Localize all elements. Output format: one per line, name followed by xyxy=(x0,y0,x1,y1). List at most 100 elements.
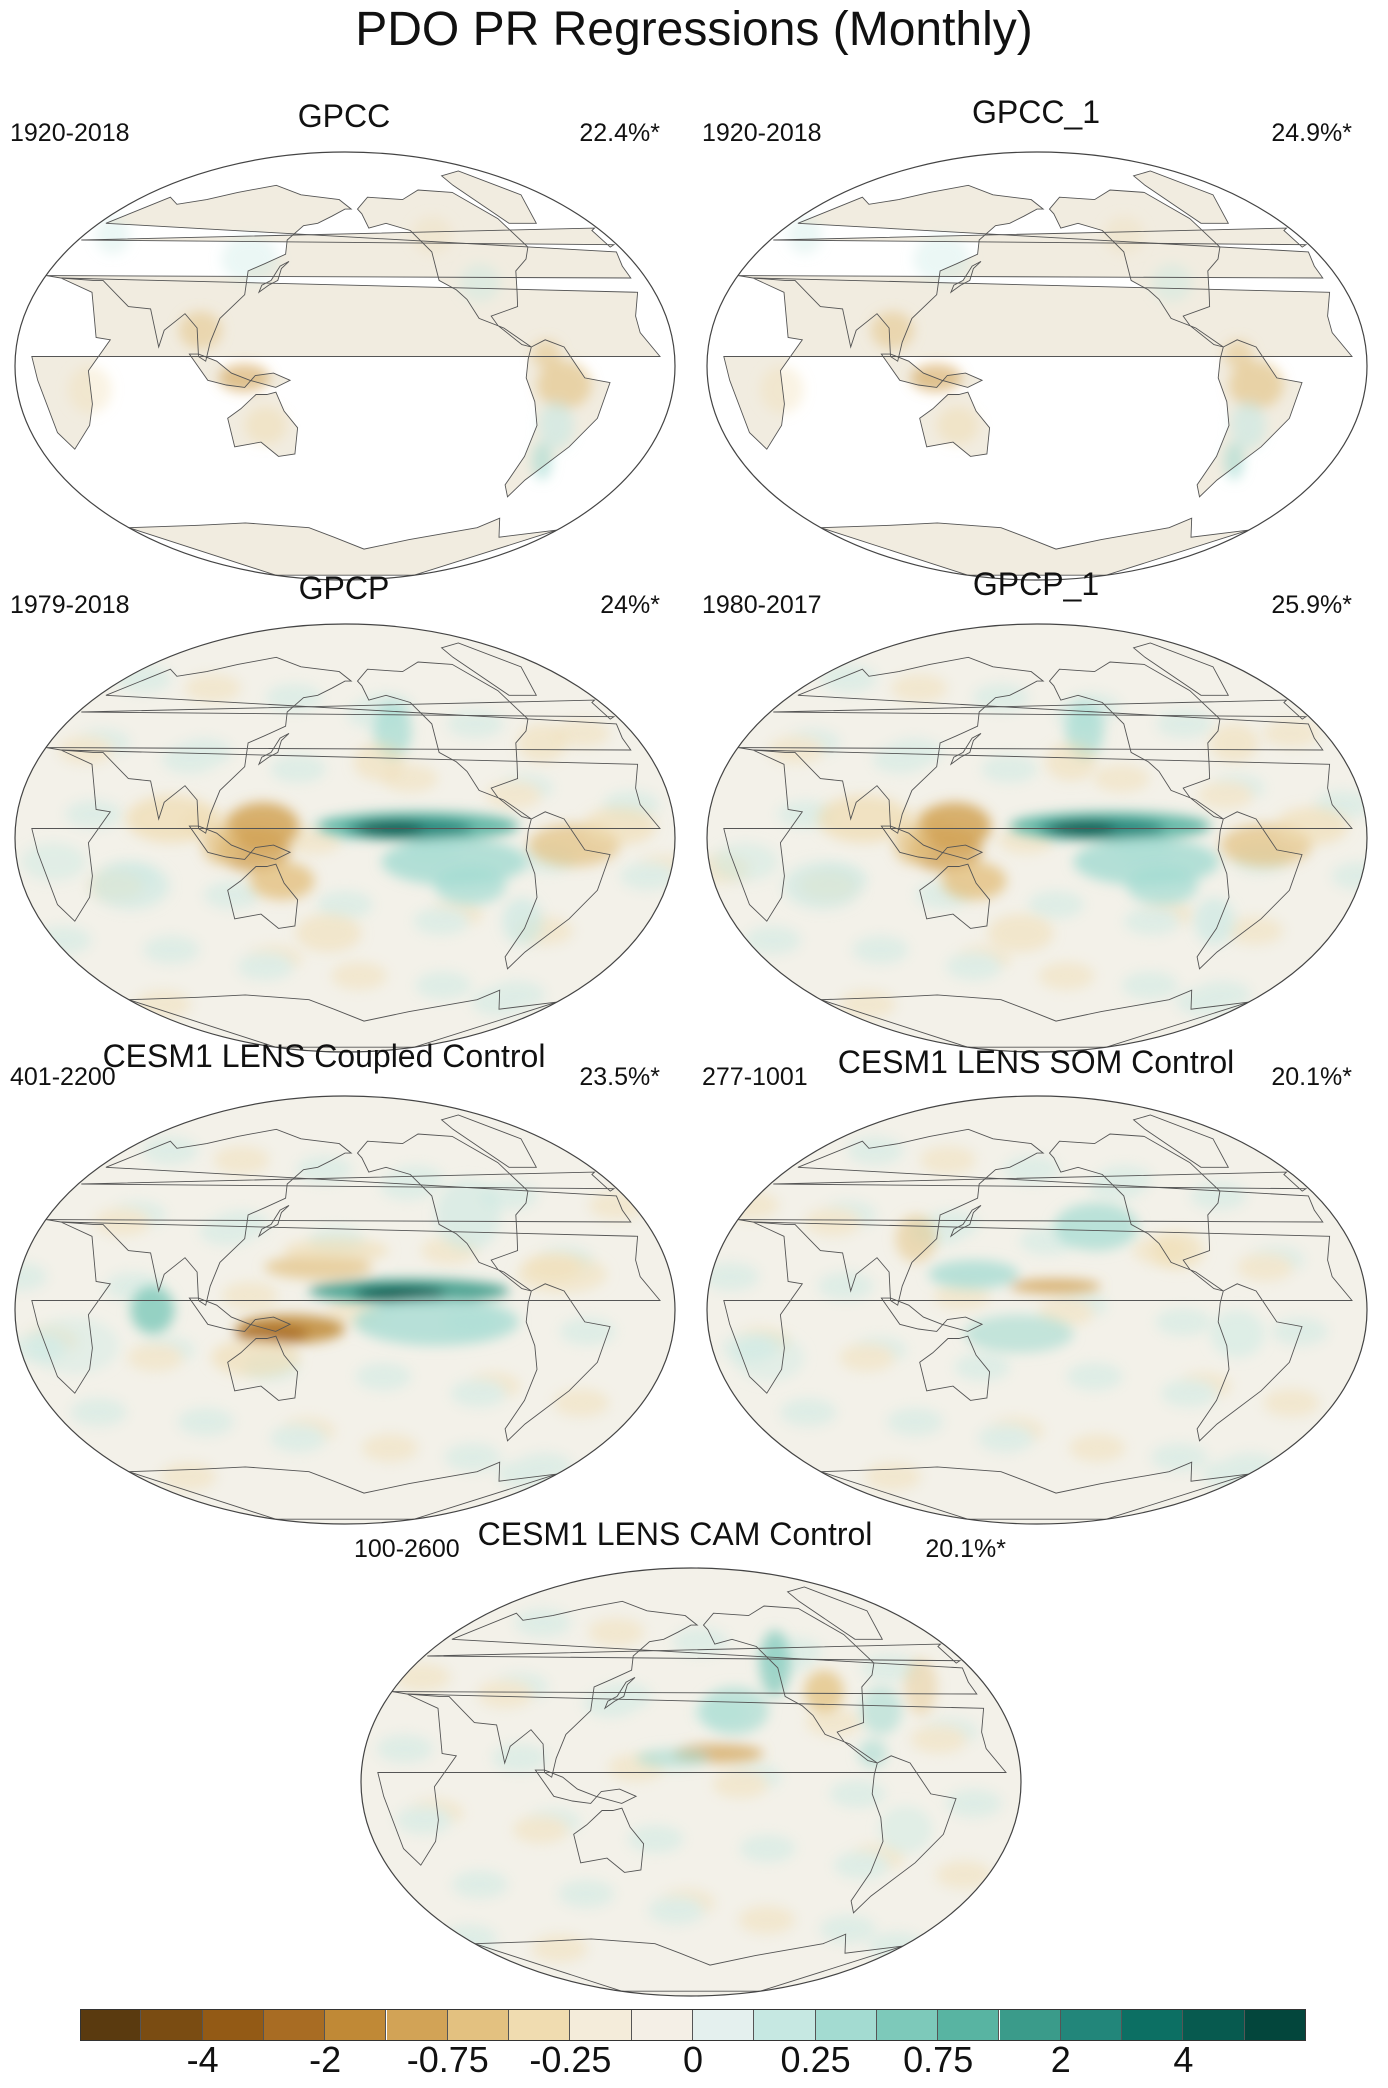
field-patch xyxy=(891,674,948,703)
coastline-eurasia xyxy=(737,1128,1324,1306)
coastline-indonesia xyxy=(188,353,292,388)
field-patch xyxy=(805,1208,862,1237)
land-anomaly xyxy=(538,401,574,450)
field-patch xyxy=(1190,1181,1247,1210)
coastline-antarctica xyxy=(474,1933,904,1992)
coastline-australia xyxy=(227,1335,299,1401)
coastline-greenland xyxy=(1132,642,1230,696)
field-patch xyxy=(497,1460,554,1489)
colorbar-box xyxy=(509,2009,571,2041)
land-anomaly xyxy=(1228,361,1284,409)
field-patch xyxy=(177,1407,234,1436)
map-panel-gpcc: GPCC 1920-2018 22.4%* xyxy=(0,84,688,584)
field-patch xyxy=(805,1708,862,1737)
field-patch xyxy=(934,1281,991,1310)
field-patch xyxy=(559,1317,616,1346)
anomaly-feature xyxy=(1274,807,1349,846)
anomaly-feature xyxy=(125,795,218,843)
coastline-northAmerica xyxy=(356,189,532,348)
field-patch xyxy=(1151,1443,1208,1472)
anomaly-feature xyxy=(783,861,862,910)
field-patch xyxy=(1197,781,1254,810)
coastline-africa xyxy=(723,277,1353,450)
field-patch xyxy=(553,1388,610,1417)
panel-title: GPCP_1 xyxy=(972,566,1100,602)
coastline-northAmerica xyxy=(356,661,532,820)
field-patch xyxy=(199,1217,256,1246)
field-patch xyxy=(160,1462,217,1491)
land-anomaly xyxy=(936,406,979,445)
anomaly-feature xyxy=(295,914,362,953)
land-anomaly xyxy=(1103,216,1145,255)
field-patch xyxy=(331,961,388,990)
coastline-uk xyxy=(81,1171,616,1192)
field-patch xyxy=(376,1734,433,1763)
colorbar-box xyxy=(938,2009,1000,2041)
panel-period: 401-2200 xyxy=(10,1063,116,1091)
map-panel-cesm1-som: CESM1 LENS SOM Control 277-1001 20.1%* xyxy=(692,1028,1380,1528)
field-patch xyxy=(847,1136,904,1165)
panel-period: 1979-2018 xyxy=(10,591,130,619)
coastline-greenland xyxy=(1132,1114,1230,1168)
anomaly-feature xyxy=(759,1629,791,1697)
map-panel-gpcp-1: GPCP_1 1980-2017 25.9%* xyxy=(692,556,1380,1056)
land-anomaly xyxy=(244,406,287,445)
map-panel-cesm1-cam: CESM1 LENS CAM Control 100-2600 20.1%* xyxy=(346,1500,1034,2000)
colorbar-label: -2 xyxy=(309,2039,342,2080)
coastline-northAmerica xyxy=(356,1133,532,1292)
coastline-indonesia xyxy=(880,353,984,388)
colorbar-box xyxy=(1060,2009,1123,2041)
colorbar-box xyxy=(386,2009,448,2041)
field-patch xyxy=(285,826,342,855)
coastline-southAmerica xyxy=(850,1755,957,1914)
coastline-indonesia xyxy=(534,1769,638,1804)
field-patch xyxy=(954,1353,1011,1382)
map-border xyxy=(706,151,1368,581)
field-patch xyxy=(1038,961,1095,990)
colorbar-label: -0.75 xyxy=(406,2039,489,2080)
anomaly-feature xyxy=(354,1298,519,1346)
coastline-eurasia xyxy=(45,656,632,834)
field-patch xyxy=(1123,907,1180,936)
land-antarctica xyxy=(820,518,1249,576)
anomaly-feature xyxy=(130,1286,175,1334)
field-patch xyxy=(203,881,260,910)
field-patch xyxy=(141,1136,198,1165)
panel-variance: 24.9%* xyxy=(1271,119,1352,147)
coastline-australia xyxy=(573,1807,645,1873)
land-anomaly xyxy=(68,366,112,414)
anomaly-feature xyxy=(699,1686,769,1735)
field-patch xyxy=(1263,1388,1320,1417)
colorbar-box xyxy=(80,2009,142,2041)
coastline-northAmerica xyxy=(702,1605,878,1764)
land-anomaly xyxy=(95,216,131,255)
field-patch xyxy=(868,1932,925,1961)
colorbar-box xyxy=(141,2009,203,2041)
field-patch xyxy=(768,736,825,765)
coastline-africa xyxy=(723,749,1353,922)
field-patch xyxy=(1156,709,1213,738)
world-map xyxy=(706,623,1368,1053)
coastline-eurasia xyxy=(737,656,1324,834)
field-patch xyxy=(65,800,122,829)
land-anomaly xyxy=(178,311,223,350)
coastline-greenland xyxy=(440,170,538,224)
field-patch xyxy=(864,1462,921,1491)
anomaly-feature xyxy=(210,1338,301,1377)
map-border xyxy=(14,623,676,1053)
coastline-eurasia xyxy=(737,184,1324,362)
field-patch xyxy=(738,1905,795,1934)
anomaly-feature xyxy=(502,897,543,945)
coastline-antarctica xyxy=(820,989,1250,1048)
anomaly-feature xyxy=(1209,723,1259,762)
world-map xyxy=(706,1095,1368,1525)
coastline-uk xyxy=(427,1643,962,1664)
anomaly-feature xyxy=(235,1324,309,1344)
anomaly-feature xyxy=(904,1658,938,1716)
anomaly-feature xyxy=(353,742,405,781)
anomaly-feature xyxy=(354,1286,446,1301)
coastline-australia xyxy=(919,863,991,929)
land-anomaly xyxy=(536,361,592,409)
field-patch xyxy=(722,1191,779,1220)
coastline-antarctica xyxy=(820,517,1250,576)
